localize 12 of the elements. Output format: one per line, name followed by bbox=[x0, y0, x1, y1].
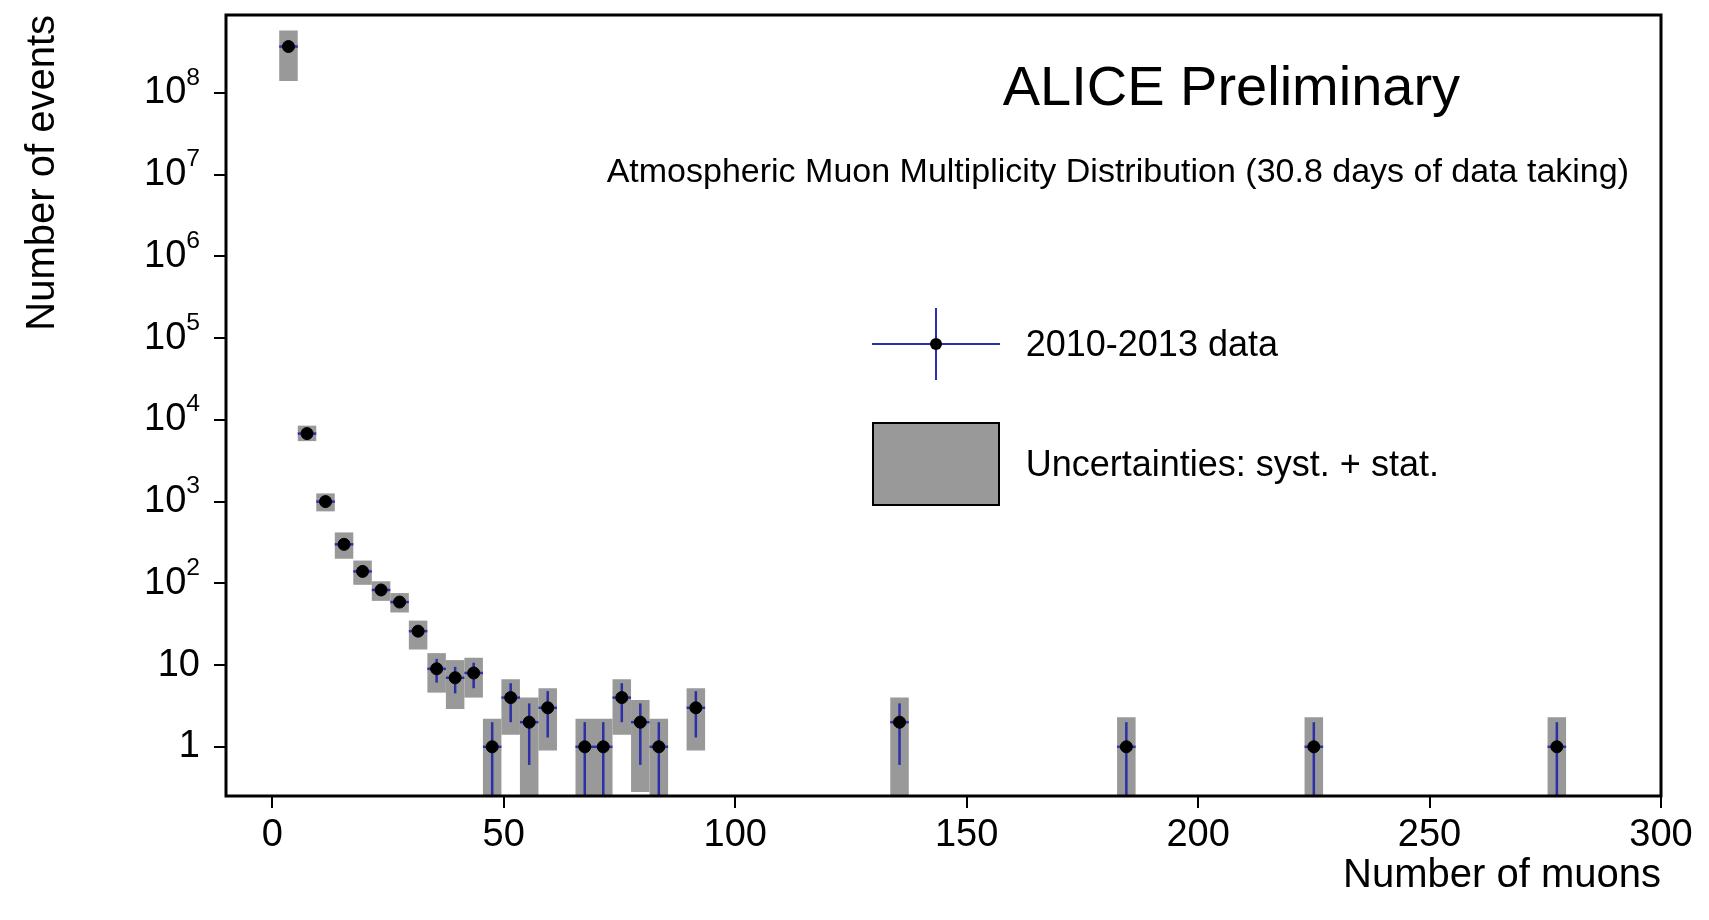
x-tick-label: 200 bbox=[1166, 812, 1230, 855]
legend-label: 2010-2013 data bbox=[1025, 322, 1278, 365]
text: ALICE Preliminary bbox=[1002, 54, 1461, 118]
x-tick-label: 150 bbox=[934, 812, 999, 855]
x-tick-label: 100 bbox=[703, 812, 767, 855]
y-tick-label: 1 bbox=[178, 723, 201, 766]
text: Atmospheric Muon Multiplicity Distribution (30.8 days of data taking) bbox=[606, 151, 1629, 190]
legend-label: Uncertainties: syst. + stat. bbox=[1025, 442, 1439, 485]
y-tick-label: 10 bbox=[157, 641, 201, 684]
x-tick-label: 0 bbox=[261, 812, 283, 855]
x-tick-label: 50 bbox=[482, 812, 525, 855]
y-axis-title: Number of events bbox=[18, 15, 63, 331]
